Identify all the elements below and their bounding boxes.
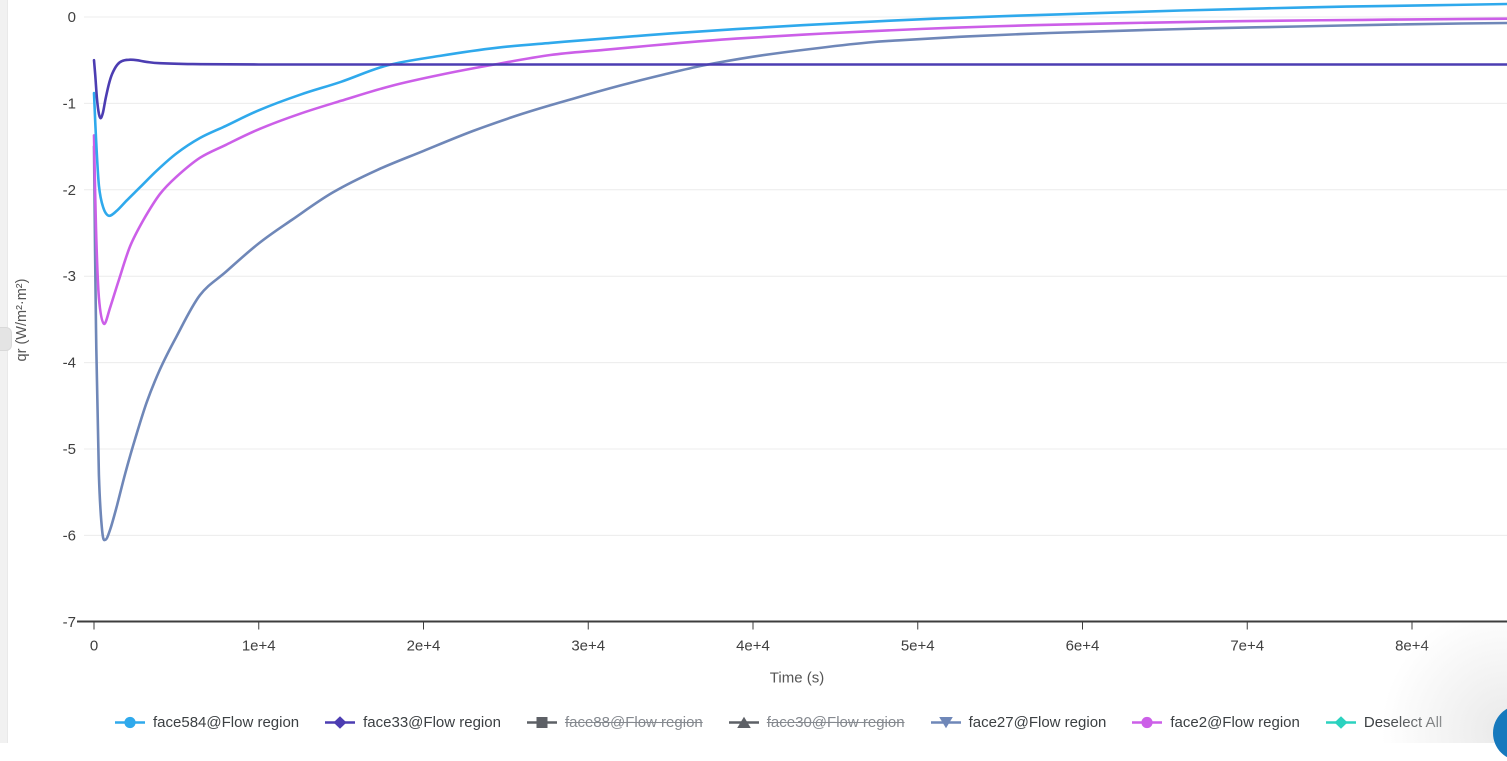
legend-label: Deselect All xyxy=(1363,714,1443,731)
y-tick-label: 0 xyxy=(68,9,76,26)
x-axis-label: Time (s) xyxy=(770,670,824,687)
legend-item-face2-flow-region[interactable]: face2@Flow region xyxy=(1132,714,1300,731)
legend-label: face30@Flow region xyxy=(766,714,905,731)
x-tick-label: 1e+4 xyxy=(242,638,276,655)
series-path-face2 xyxy=(92,17,1507,326)
square-marker-icon xyxy=(526,717,557,728)
collapsed-panel-strip xyxy=(0,0,8,743)
y-tick-label: -2 xyxy=(63,182,76,199)
x-tick-label: 7e+4 xyxy=(1230,638,1264,655)
y-tick-label: -5 xyxy=(63,441,76,458)
circle-marker-icon xyxy=(1132,716,1163,729)
series-path-face584 xyxy=(92,2,1507,218)
series-path-face27 xyxy=(92,21,1507,542)
triangle-up-marker-icon xyxy=(728,716,759,728)
y-tick-label: -1 xyxy=(63,95,76,112)
legend-item-face584-flow-region[interactable]: face584@Flow region xyxy=(115,714,299,731)
panel-drag-handle[interactable] xyxy=(0,327,12,351)
circle-marker-icon xyxy=(115,716,145,729)
legend-label: face584@Flow region xyxy=(153,714,300,731)
chart-legend: face584@Flow region face33@Flow region fac… xyxy=(0,702,1507,743)
legend-item-face33-flow-region[interactable]: face33@Flow region xyxy=(325,714,501,731)
legend-item-face88-flow-region[interactable]: face88@Flow region xyxy=(526,714,703,731)
x-tick-label: 6e+4 xyxy=(1066,638,1100,655)
x-tick-label: 3e+4 xyxy=(571,638,605,655)
legend-label: face33@Flow region xyxy=(363,714,501,731)
legend-item-face30-flow-region[interactable]: face30@Flow region xyxy=(728,714,905,731)
y-tick-label: -4 xyxy=(63,355,76,372)
x-tick-label: 2e+4 xyxy=(407,638,441,655)
x-tick-label: 8e+4 xyxy=(1395,638,1429,655)
legend-item-deselect-all[interactable]: Deselect All xyxy=(1325,714,1443,731)
legend-label: face88@Flow region xyxy=(564,714,703,731)
x-tick-label: 5e+4 xyxy=(901,638,935,655)
legend-label: face2@Flow region xyxy=(1170,714,1300,731)
chart-area: 0 1e+4 2e+4 3e+4 4e+4 5e+4 6e+4 7e+4 8e+4 0 -1 -2 -3… xyxy=(14,2,1507,687)
plot-canvas: 0 1e+4 2e+4 3e+4 4e+4 5e+4 6e+4 7e+4 8e+4 0 -1 -2 -3… xyxy=(14,2,1507,687)
x-tick-label: 4e+4 xyxy=(736,638,770,655)
triangle-down-marker-icon xyxy=(930,717,961,729)
y-tick-label: -7 xyxy=(63,614,76,631)
diamond-marker-icon xyxy=(325,716,356,729)
x-tick-label: 0 xyxy=(90,638,98,655)
series-path-face33 xyxy=(92,58,1507,120)
y-axis-label: qr (W/m²·m²) xyxy=(14,279,30,362)
y-tick-label: -6 xyxy=(63,527,76,544)
legend-label: face27@Flow region xyxy=(968,714,1107,731)
y-tick-label: -3 xyxy=(63,268,76,285)
diamond-marker-icon xyxy=(1325,716,1356,729)
legend-item-face27-flow-region[interactable]: face27@Flow region xyxy=(930,714,1107,731)
